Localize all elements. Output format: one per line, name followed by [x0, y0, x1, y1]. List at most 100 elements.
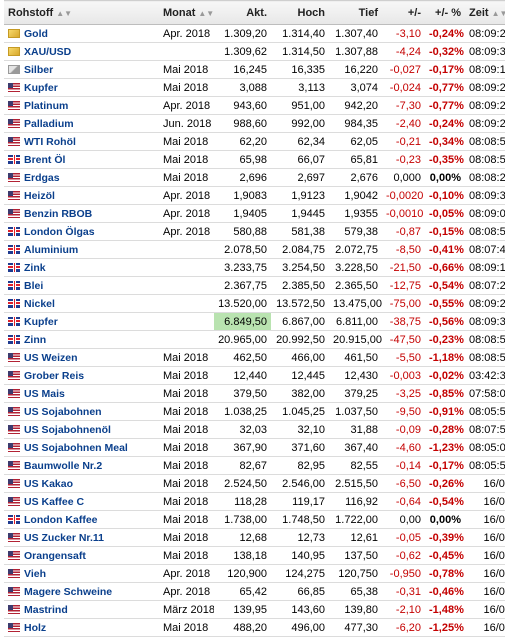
- sort-icon[interactable]: ▲▼: [491, 8, 505, 18]
- table-row[interactable]: US Sojabohnenöl Mai 2018 32,03 32,10 31,88 -0…: [4, 420, 505, 439]
- table-row[interactable]: Zinn 20.965,00 20.992,50 20.915,00 -47,50 -0,…: [4, 330, 505, 349]
- table-row[interactable]: Heizöl Apr. 2018 1,9083 1,9123 1,9042 -0,0020…: [4, 186, 505, 205]
- commodity-cell: Holz: [4, 618, 159, 637]
- table-row[interactable]: Brent Öl Mai 2018 65,98 66,07 65,81 -0,23 -0,3…: [4, 150, 505, 169]
- commodity-name-link[interactable]: London Kaffee: [24, 513, 98, 526]
- col-header-zeit[interactable]: Zeit ▲▼: [465, 0, 505, 25]
- table-row[interactable]: Silber Mai 2018 16,245 16,335 16,220 -0,027 -0…: [4, 60, 505, 79]
- current-price-cell: 462,50: [214, 348, 271, 367]
- commodity-name-link[interactable]: Palladium: [24, 117, 74, 130]
- commodity-name-link[interactable]: WTI Rohöl: [24, 135, 76, 148]
- commodity-name-link[interactable]: Silber: [24, 63, 54, 76]
- commodity-name-link[interactable]: Kupfer: [24, 81, 58, 94]
- commodity-name-link[interactable]: London Ölgas: [24, 225, 95, 238]
- sort-icon[interactable]: ▲▼: [56, 8, 73, 18]
- table-row[interactable]: WTI Rohöl Mai 2018 62,20 62,34 62,05 -0,21 -0,…: [4, 132, 505, 151]
- col-header-tief[interactable]: Tief: [329, 0, 382, 25]
- table-row[interactable]: Blei 2.367,75 2.385,50 2.365,50 -12,75 -0,54%…: [4, 276, 505, 295]
- change-pct-cell: -0,35%: [425, 150, 465, 169]
- commodity-name-link[interactable]: Nickel: [24, 297, 55, 310]
- commodity-cell: US Sojabohnen: [4, 402, 159, 421]
- change-cell: -0,024: [382, 78, 425, 97]
- table-row[interactable]: Magere Schweine Apr. 2018 65,42 66,85 65,38-…: [4, 582, 505, 601]
- commodity-name-link[interactable]: US Zucker Nr.11: [24, 531, 104, 544]
- col-header-monat[interactable]: Monat ▲▼: [159, 0, 215, 25]
- table-row[interactable]: XAU/USD 1.309,62 1.314,50 1.307,88 -4,24 -0,3…: [4, 42, 505, 61]
- table-row[interactable]: Holz Mai 2018 488,20 496,00 477,30 -6,20 -1,25…: [4, 618, 505, 637]
- commodity-name-link[interactable]: Kupfer: [24, 315, 58, 328]
- change-cell: 0,000: [382, 168, 425, 187]
- table-row[interactable]: Grober Reis Mai 2018 12,440 12,445 12,430 -0,…: [4, 366, 505, 385]
- table-row[interactable]: Zink 3.233,75 3.254,50 3.228,50 -21,50 -0,66%…: [4, 258, 505, 277]
- commodity-name-link[interactable]: US Sojabohnenöl: [24, 423, 111, 436]
- table-row[interactable]: Erdgas Mai 2018 2,696 2,697 2,676 0,000 0,00% 0…: [4, 168, 505, 187]
- table-row[interactable]: London Kaffee Mai 2018 1.738,00 1.748,50 1.7…: [4, 510, 505, 529]
- table-row[interactable]: Orangensaft Mai 2018 138,18 140,95 137,50 -0,…: [4, 546, 505, 565]
- commodity-name-link[interactable]: Holz: [24, 621, 47, 634]
- commodity-name-link[interactable]: XAU/USD: [24, 45, 72, 58]
- table-row[interactable]: Nickel 13.520,00 13.572,50 13.475,00 -75,00-…: [4, 294, 505, 313]
- commodity-name-link[interactable]: Gold: [24, 27, 48, 40]
- table-row[interactable]: Mastrind März 2018 139,95 143,60 139,80 -2,10…: [4, 600, 505, 619]
- commodity-name-link[interactable]: Aluminium: [24, 243, 79, 256]
- time-cell: 08:09:06: [465, 204, 505, 223]
- commodity-name-link[interactable]: Zinn: [24, 333, 47, 346]
- commodity-name-link[interactable]: Mastrind: [24, 603, 68, 616]
- current-price-cell: 65,98: [214, 150, 271, 169]
- commodity-name-link[interactable]: US Sojabohnen Meal: [24, 441, 128, 454]
- table-row[interactable]: Kupfer 6.849,50 6.867,00 6.811,00 -38,75 -0,5…: [4, 312, 505, 331]
- sort-icon[interactable]: ▲▼: [198, 8, 215, 18]
- table-row[interactable]: US Kakao Mai 2018 2.524,50 2.546,00 2.515,50…: [4, 474, 505, 493]
- us-flag-icon: [8, 479, 20, 489]
- commodity-name-link[interactable]: Heizöl: [24, 189, 55, 202]
- table-row[interactable]: Palladium Jun. 2018 988,60 992,00 984,35 -2,4…: [4, 114, 505, 133]
- commodity-name-link[interactable]: US Sojabohnen: [24, 405, 102, 418]
- commodity-name-link[interactable]: US Kaffee C: [24, 495, 85, 508]
- commodity-name-link[interactable]: Grober Reis: [24, 369, 85, 382]
- commodity-cell: Gold: [4, 24, 159, 43]
- low-cell: 1,9042: [329, 186, 382, 205]
- commodity-name-link[interactable]: Benzin RBOB: [24, 207, 93, 220]
- table-row[interactable]: Platinum Apr. 2018 943,60 951,00 942,20 -7,30…: [4, 96, 505, 115]
- commodity-name-link[interactable]: Blei: [24, 279, 44, 292]
- commodity-name-link[interactable]: US Weizen: [24, 351, 78, 364]
- commodity-name-link[interactable]: Baumwolle Nr.2: [24, 459, 103, 472]
- month-cell: Mai 2018: [159, 384, 214, 403]
- time-cell: 08:09:20: [465, 294, 505, 313]
- low-cell: 461,50: [329, 348, 382, 367]
- table-row[interactable]: Aluminium 2.078,50 2.084,75 2.072,75 -8,50 -0…: [4, 240, 505, 259]
- month-cell: Mai 2018: [159, 60, 214, 79]
- table-row[interactable]: US Sojabohnen Mai 2018 1.038,25 1.045,25 1.0…: [4, 402, 505, 421]
- commodity-name-link[interactable]: Brent Öl: [24, 153, 66, 166]
- col-header-change-pct[interactable]: +/- %: [425, 0, 465, 25]
- time-cell: 08:07:24: [465, 276, 505, 295]
- change-pct-cell: -1,23%: [425, 438, 465, 457]
- table-row[interactable]: Vieh Apr. 2018 120,900 124,275 120,750 -0,950…: [4, 564, 505, 583]
- commodity-name-link[interactable]: Vieh: [24, 567, 46, 580]
- commodity-name-link[interactable]: Platinum: [24, 99, 69, 112]
- commodity-name-link[interactable]: US Mais: [24, 387, 65, 400]
- current-price-cell: 16,245: [214, 60, 271, 79]
- table-row[interactable]: US Zucker Nr.11 Mai 2018 12,68 12,73 12,61 -0…: [4, 528, 505, 547]
- table-row[interactable]: Gold Apr. 2018 1.309,20 1.314,40 1.307,40 -3,…: [4, 24, 505, 43]
- us-flag-icon: [8, 587, 20, 597]
- change-pct-cell: -0,05%: [425, 204, 465, 223]
- commodity-name-link[interactable]: Zink: [24, 261, 46, 274]
- commodity-name-link[interactable]: Orangensaft: [24, 549, 86, 562]
- col-header-akt[interactable]: Akt.: [214, 0, 271, 25]
- table-row[interactable]: US Kaffee C Mai 2018 118,28 119,17 116,92 -0,…: [4, 492, 505, 511]
- table-row[interactable]: Benzin RBOB Apr. 2018 1,9405 1,9445 1,9355 -0…: [4, 204, 505, 223]
- col-header-rohstoff[interactable]: Rohstoff ▲▼: [4, 0, 159, 25]
- col-header-change[interactable]: +/-: [382, 0, 425, 25]
- table-row[interactable]: US Sojabohnen Meal Mai 2018 367,90 371,60 36…: [4, 438, 505, 457]
- us-flag-icon: [8, 407, 20, 417]
- commodity-name-link[interactable]: Magere Schweine: [24, 585, 113, 598]
- table-row[interactable]: Baumwolle Nr.2 Mai 2018 82,67 82,95 82,55 -0,…: [4, 456, 505, 475]
- table-row[interactable]: London Ölgas Apr. 2018 580,88 581,38 579,38-…: [4, 222, 505, 241]
- commodity-name-link[interactable]: US Kakao: [24, 477, 74, 490]
- col-header-hoch[interactable]: Hoch: [271, 0, 329, 25]
- table-row[interactable]: Kupfer Mai 2018 3,088 3,113 3,074 -0,024 -0,77…: [4, 78, 505, 97]
- table-row[interactable]: US Weizen Mai 2018 462,50 466,00 461,50 -5,50…: [4, 348, 505, 367]
- table-row[interactable]: US Mais Mai 2018 379,50 382,00 379,25 -3,25 -0…: [4, 384, 505, 403]
- commodity-name-link[interactable]: Erdgas: [24, 171, 60, 184]
